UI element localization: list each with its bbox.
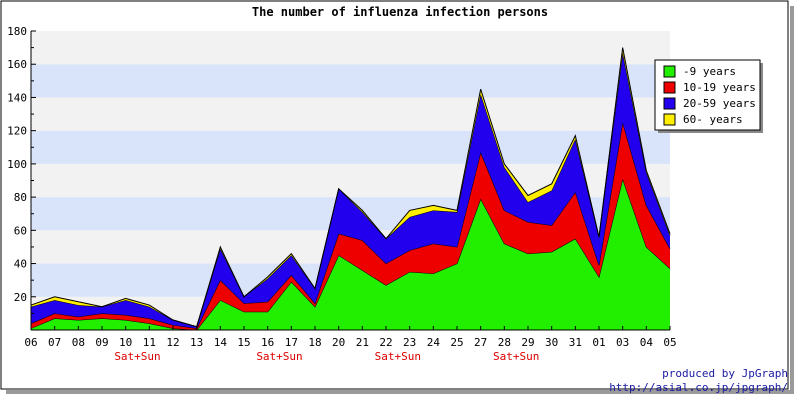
credit-line-1: produced by JpGraph (662, 367, 788, 380)
frame-shadow-right (790, 6, 794, 394)
axes: 20 40 60 80 100 120 140 160 180 06 07 08 09 10 11 12 13 1… (7, 25, 677, 363)
y-tick-label: 40 (14, 258, 27, 271)
legend: -9 years 10-19 years 20-59 years 60- years (654, 59, 763, 133)
y-tick-label: 140 (7, 91, 27, 104)
x-tick-label: 08 (72, 336, 85, 349)
x-tick-label: 22 (379, 336, 392, 349)
x-tick-label: 21 (356, 336, 369, 349)
grid-band (31, 130, 670, 164)
x-tick-label: 18 (308, 336, 321, 349)
chart-title: The number of influenza infection person… (252, 5, 548, 19)
legend-label: 60- years (683, 113, 743, 126)
frame-shadow-bottom (6, 390, 794, 394)
weekend-label: Sat+Sun (114, 350, 160, 363)
x-tick-label: 07 (48, 336, 61, 349)
x-tick-label: 20 (332, 336, 345, 349)
weekend-label: Sat+Sun (493, 350, 539, 363)
y-tick-label: 160 (7, 58, 27, 71)
credit-line-2[interactable]: http://asial.co.jp/jpgraph/ (609, 381, 788, 394)
x-tick-label: 11 (143, 336, 156, 349)
weekend-label: Sat+Sun (256, 350, 302, 363)
legend-swatch (663, 97, 676, 110)
x-tick-label: 23 (403, 336, 416, 349)
x-tick-label: 27 (474, 336, 487, 349)
x-tick-label: 14 (214, 336, 228, 349)
x-tick-label: 13 (190, 336, 203, 349)
x-tick-label: 15 (237, 336, 250, 349)
x-tick-label: 28 (498, 336, 511, 349)
legend-swatch (663, 113, 676, 126)
y-tick-label: 60 (14, 224, 27, 237)
y-tick-label: 80 (14, 191, 27, 204)
stacked-areas (30, 47, 671, 331)
grid-band (31, 64, 670, 98)
x-tick-label: 12 (166, 336, 179, 349)
y-tick-label: 20 (14, 291, 27, 304)
x-tick-label: 16 (261, 336, 274, 349)
x-tick-label: 25 (450, 336, 463, 349)
legend-label: 20-59 years (683, 97, 756, 110)
y-tick-label: 120 (7, 125, 27, 138)
legend-swatch (663, 65, 676, 78)
legend-swatch (663, 81, 676, 94)
y-tick-label: 180 (7, 25, 27, 38)
x-tick-label: 06 (24, 336, 37, 349)
area-series-2 (31, 122, 670, 330)
x-tick-label: 30 (545, 336, 558, 349)
x-tick-label: 05 (663, 336, 676, 349)
x-tick-label: 04 (640, 336, 654, 349)
legend-label: 10-19 years (683, 81, 756, 94)
x-tick-label: 24 (427, 336, 441, 349)
grid-band (31, 31, 670, 65)
x-tick-label: 09 (95, 336, 108, 349)
weekend-label: Sat+Sun (375, 350, 421, 363)
x-tick-label: 31 (569, 336, 582, 349)
x-tick-label: 01 (592, 336, 605, 349)
y-tick-label: 100 (7, 158, 27, 171)
x-tick-label: 29 (521, 336, 534, 349)
x-tick-label: 17 (285, 336, 298, 349)
x-tick-label: 03 (616, 336, 629, 349)
legend-label: -9 years (683, 65, 736, 78)
x-tick-label: 10 (119, 336, 132, 349)
area-outline-4 (30, 47, 671, 328)
grid-band (31, 97, 670, 131)
area-series-1 (31, 178, 670, 330)
